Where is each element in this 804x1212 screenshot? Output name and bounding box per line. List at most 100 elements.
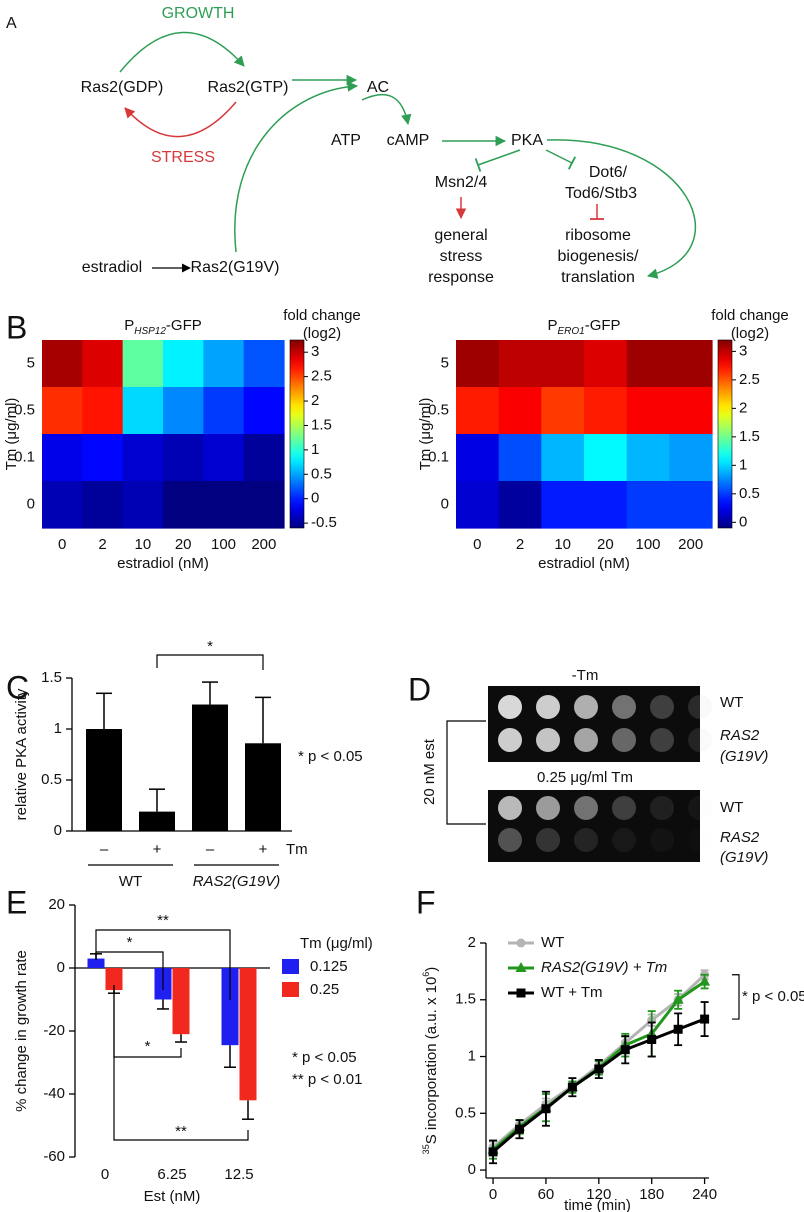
marker <box>700 1014 710 1024</box>
bar <box>172 968 190 1035</box>
y-tick-label: 20 <box>48 896 65 913</box>
y-tick-label: 5 <box>441 354 449 371</box>
heatmap-cell <box>541 434 585 482</box>
node: Dot6/ <box>589 164 628 181</box>
heatmap-cell <box>42 387 83 435</box>
panel-label: C <box>6 669 29 705</box>
heatmap-cell <box>122 387 164 435</box>
inhibition <box>474 158 482 172</box>
yeast-spot <box>536 796 560 820</box>
heatmap-cell <box>584 434 628 482</box>
node: AC <box>367 79 389 96</box>
x-tick-label: 0 <box>58 536 66 553</box>
x-axis-label: Est (nM) <box>144 1188 201 1205</box>
yeast-spot <box>612 796 636 820</box>
arrow <box>234 81 359 253</box>
strain-label: WT <box>720 694 743 711</box>
chart-title: PHSP12-GFP <box>124 317 202 337</box>
legend-label: WT <box>541 934 564 951</box>
heatmap-cell <box>243 340 285 388</box>
heatmap-cell <box>456 481 500 529</box>
strain-label: WT <box>720 799 743 816</box>
strain-label: RAS2 <box>720 727 760 744</box>
node: general <box>434 227 487 244</box>
yeast-spot <box>498 695 522 719</box>
significance-label: * <box>207 638 213 655</box>
x-tick-label: 120 <box>586 1186 611 1203</box>
inhibition <box>545 149 573 164</box>
colorbar-tick-label: 2 <box>739 399 747 416</box>
colorbar-tick-label: -0.5 <box>311 514 337 531</box>
yeast-spot <box>574 695 598 719</box>
node: response <box>428 269 494 286</box>
marker <box>488 1147 498 1157</box>
y-axis-label: relative PKA activity <box>13 688 30 820</box>
y-tick-label: 0.1 <box>428 448 449 465</box>
y-axis-label: % change in growth rate <box>13 950 30 1112</box>
x-tick-label: + <box>153 841 162 858</box>
y-tick-label: 0.5 <box>41 771 62 788</box>
x-tick-label: 0 <box>101 1166 109 1183</box>
colorbar <box>717 339 733 529</box>
bar <box>86 729 122 831</box>
node: ATP <box>331 132 361 149</box>
yeast-spot <box>612 828 636 852</box>
heatmap-cell <box>626 387 670 435</box>
colorbar-label: fold change <box>283 307 361 324</box>
colorbar-tick-label: 0.5 <box>739 485 760 502</box>
x-tick-label: 100 <box>211 536 236 553</box>
node: cAMP <box>387 132 430 149</box>
significance-bracket <box>113 985 249 1141</box>
y-tick-label: 1 <box>468 1047 476 1064</box>
yeast-spot <box>650 695 674 719</box>
inhibition <box>568 156 576 170</box>
heatmap-cell <box>82 481 124 529</box>
marker <box>516 938 526 948</box>
bar <box>239 968 257 1101</box>
heatmap-cell <box>584 340 628 388</box>
y-tick-label: -40 <box>43 1085 65 1102</box>
title-part: -GFP <box>166 317 202 334</box>
yeast-spot <box>688 796 712 820</box>
y-axis-label-part: 35 <box>421 1144 431 1154</box>
legend-label: 0.25 <box>310 981 339 998</box>
x-tick-label: – <box>206 841 215 858</box>
heatmap-cell <box>584 481 628 529</box>
x-tick-label: 240 <box>692 1186 717 1203</box>
yeast-spot <box>650 796 674 820</box>
strain-label: (G19V) <box>720 748 768 765</box>
significance-label: * <box>127 934 133 951</box>
colorbar-label: fold change <box>711 307 789 324</box>
note: * p < 0.05 <box>742 988 804 1005</box>
bar <box>139 811 175 831</box>
heatmap-cell <box>203 434 245 482</box>
marker <box>516 988 526 998</box>
heatmap-cell <box>669 434 713 482</box>
x-tick-label: 60 <box>538 1186 555 1203</box>
node: translation <box>561 269 635 286</box>
y-axis-label-part: 6 <box>421 972 431 977</box>
heatmap-cell <box>584 387 628 435</box>
colorbar-tick-label: 0 <box>311 490 319 507</box>
legend-label: WT + Tm <box>541 984 603 1001</box>
y-axis-label-part: ) <box>423 967 440 972</box>
colorbar-tick-label: 2.5 <box>311 368 332 385</box>
heatmap-cell <box>203 387 245 435</box>
y-tick-label: 0.5 <box>428 401 449 418</box>
x-tick-label: + <box>259 841 268 858</box>
heatmap-cell <box>243 434 285 482</box>
marker <box>594 1064 604 1074</box>
marker <box>672 993 684 1004</box>
y-tick-label: 0 <box>468 1161 476 1178</box>
legend-title: Tm (μg/ml) <box>300 935 373 952</box>
bracket-label: 20 nM est <box>421 738 438 805</box>
significance-label: ** <box>175 1123 187 1140</box>
heatmap-cell <box>669 340 713 388</box>
x-axis-label: estradiol (nM) <box>117 555 209 572</box>
bar <box>245 743 281 831</box>
x-tick-label: 20 <box>597 536 614 553</box>
x-tick-label: 0 <box>489 1186 497 1203</box>
legend-swatch <box>282 959 299 974</box>
legend-label: 0.125 <box>310 958 348 975</box>
